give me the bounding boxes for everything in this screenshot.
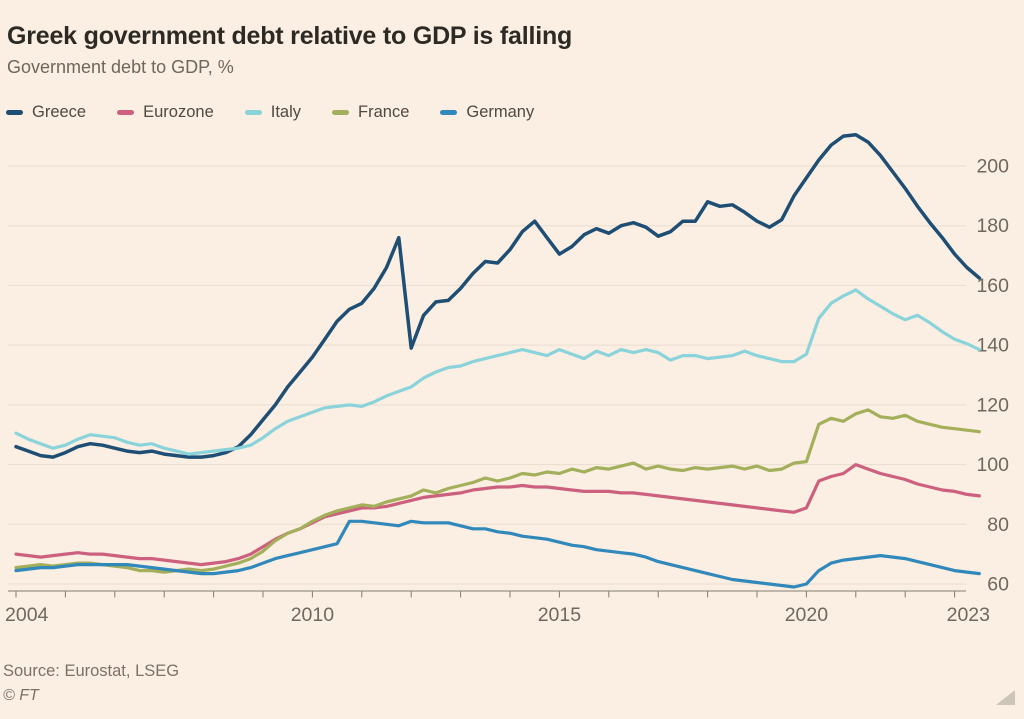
x-tick-label: 2020 [785,604,829,626]
legend-label: Italy [270,103,302,121]
legend-item-italy: Italy [244,103,302,122]
x-tick-label: 2004 [5,604,49,626]
legend-item-greece: Greece [6,103,86,122]
page-title: Greek government debt relative to GDP is… [7,21,573,50]
series-line-france [14,408,981,574]
y-tick-label: 100 [976,454,1009,476]
legend-swatch-italy [244,110,262,115]
series-line-greece [14,132,982,459]
ft-credit: © FT [3,687,39,704]
y-tick-label: 120 [976,394,1009,416]
legend-item-france: France [332,103,409,122]
series-line-eurozone [14,463,981,567]
legend-swatch-germany [440,110,458,115]
legend-item-germany: Germany [440,103,534,122]
x-tick-label: 2023 [947,604,990,626]
legend: Greece Eurozone Italy France Germany [6,103,565,122]
legend-label: Eurozone [143,103,214,121]
series-line-germany [14,519,981,589]
y-tick-label: 60 [987,574,1009,596]
y-tick-label: 140 [976,335,1009,357]
legend-swatch-greece [6,110,23,115]
resize-handle-icon [996,690,1015,705]
y-tick-label: 180 [976,215,1009,237]
legend-label: Greece [32,103,87,121]
y-tick-label: 200 [976,156,1009,178]
series-line-italy [14,288,981,456]
legend-swatch-france [332,110,350,115]
x-tick-label: 2015 [538,604,582,626]
y-tick-label: 160 [976,275,1009,297]
legend-item-eurozone: Eurozone [117,103,214,122]
page-subtitle: Government debt to GDP, % [7,57,234,77]
legend-label: France [358,103,410,121]
y-tick-label: 80 [987,514,1009,536]
legend-label: Germany [466,103,535,121]
legend-swatch-eurozone [117,110,135,115]
source-note: Source: Eurostat, LSEG [3,662,180,680]
x-tick-label: 2010 [291,604,335,626]
